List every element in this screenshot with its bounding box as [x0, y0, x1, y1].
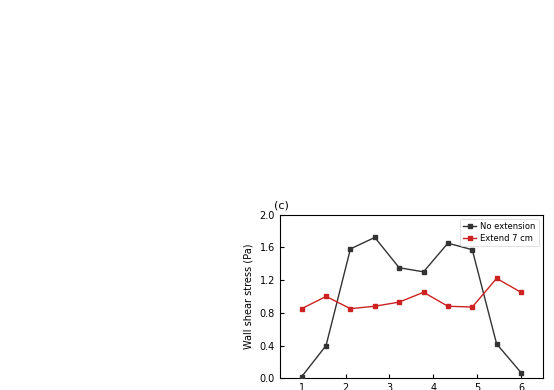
No extension: [469, 247, 475, 252]
No extension: [420, 269, 427, 274]
Extend 7 cm: [347, 307, 354, 311]
No extension: [299, 374, 305, 379]
Extend 7 cm: [396, 300, 403, 305]
Y-axis label: Wall shear stress (Pa): Wall shear stress (Pa): [244, 244, 254, 349]
Line: Extend 7 cm: Extend 7 cm: [300, 276, 523, 311]
No extension: [396, 265, 403, 270]
Extend 7 cm: [469, 305, 475, 309]
No extension: [323, 343, 330, 348]
Extend 7 cm: [444, 304, 451, 308]
No extension: [347, 246, 354, 251]
Text: (c): (c): [274, 200, 289, 211]
Extend 7 cm: [372, 304, 378, 308]
No extension: [444, 241, 451, 246]
No extension: [372, 235, 378, 240]
Extend 7 cm: [323, 294, 330, 299]
No extension: [517, 370, 524, 375]
Line: No extension: No extension: [300, 235, 523, 379]
Extend 7 cm: [517, 290, 524, 295]
Extend 7 cm: [420, 290, 427, 295]
Legend: No extension, Extend 7 cm: No extension, Extend 7 cm: [460, 219, 538, 246]
No extension: [493, 342, 500, 346]
Extend 7 cm: [299, 307, 305, 311]
Extend 7 cm: [493, 276, 500, 281]
